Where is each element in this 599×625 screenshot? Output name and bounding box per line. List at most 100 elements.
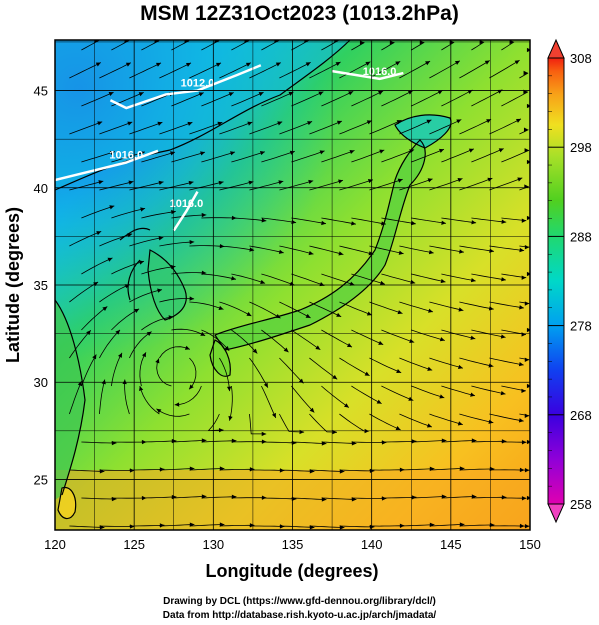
streamline-arrow [226, 386, 232, 392]
streamline-arrow [524, 413, 530, 418]
streamline [231, 273, 266, 284]
streamline [339, 469, 375, 472]
streamline-arrow [526, 271, 530, 277]
streamline [399, 60, 431, 79]
plot-frame [54, 39, 531, 531]
colorbar-tick-label: 268 [570, 408, 592, 423]
streamline [279, 469, 315, 472]
streamline [141, 151, 176, 163]
streamline-arrow [395, 426, 401, 431]
streamline [261, 217, 297, 224]
streamline-arrow [118, 352, 122, 358]
streamline-arrow [456, 119, 462, 124]
streamline-arrow [168, 315, 174, 320]
streamline-arrow [488, 363, 494, 368]
streamline-arrow [307, 121, 313, 126]
streamline [399, 301, 434, 313]
streamline [129, 181, 164, 191]
streamline-arrow [156, 408, 162, 414]
streamline [441, 385, 476, 397]
streamline-arrow [376, 399, 382, 404]
streamline-arrow [108, 92, 114, 97]
streamline [369, 357, 402, 374]
streamline [351, 273, 386, 285]
streamline-arrow [348, 91, 354, 96]
streamline [519, 72, 529, 79]
streamline [249, 525, 285, 527]
streamline [174, 385, 202, 406]
streamline-arrow [102, 306, 108, 311]
streamline [139, 352, 147, 387]
streamline [351, 217, 386, 225]
streamline-arrow [440, 278, 446, 284]
y-tick-label: 45 [34, 84, 48, 99]
streamline [189, 181, 224, 191]
streamline [219, 245, 255, 251]
streamline-arrow [139, 260, 144, 265]
streamline-arrow [139, 151, 145, 156]
streamline [471, 496, 507, 499]
isobar-line [331, 69, 404, 81]
streamline [124, 379, 130, 415]
streamline-arrow [500, 334, 506, 339]
streamline-arrow [457, 421, 463, 426]
streamline-arrow [459, 249, 464, 254]
streamline-arrow [170, 264, 176, 270]
streamline-arrow [140, 207, 146, 212]
streamline-arrow [426, 423, 432, 428]
streamline-arrow [501, 495, 507, 500]
streamline-arrow [426, 119, 432, 124]
streamline-arrow [275, 62, 281, 67]
streamline [81, 441, 117, 444]
streamline-arrow [407, 90, 413, 95]
streamline [369, 119, 402, 135]
streamline [459, 301, 494, 310]
colorbar: 258 268 278 288 298 308 [547, 38, 592, 524]
colorbar-tick-label: 288 [570, 229, 592, 244]
streamline-arrow [248, 180, 254, 185]
streamline [399, 245, 434, 254]
streamline-arrow [428, 250, 434, 255]
x-tick-label: 125 [123, 537, 145, 552]
streamline-arrow [396, 368, 402, 373]
streamline [489, 59, 520, 79]
streamline [231, 91, 264, 107]
land-china-coast [55, 300, 85, 500]
streamline-arrow [470, 392, 476, 397]
streamline [291, 150, 325, 163]
streamline [159, 241, 195, 247]
streamline [188, 357, 197, 390]
streamline-arrow [224, 345, 230, 351]
y-axis-label: Latitude (degrees) [3, 207, 23, 363]
streamline [411, 217, 447, 224]
streamline [381, 42, 395, 51]
streamline [229, 385, 233, 421]
streamline-arrow [389, 40, 395, 45]
streamline [249, 245, 284, 254]
streamline-arrow [139, 386, 144, 391]
streamline-arrow [501, 277, 506, 282]
streamline [471, 89, 503, 107]
streamline [99, 379, 106, 415]
credit-data: Data from http://database.rish.kyoto-u.a… [162, 610, 437, 621]
streamline [141, 40, 160, 51]
streamline-arrow [457, 177, 463, 183]
land-taiwan [58, 487, 76, 519]
streamline-arrow [158, 180, 164, 185]
streamline [411, 41, 425, 51]
streamline-arrow [467, 89, 473, 95]
streamline-arrow [486, 119, 492, 124]
streamline [81, 306, 108, 331]
streamline [231, 217, 267, 222]
streamline-arrow [439, 394, 445, 399]
streamline-arrow [437, 90, 443, 95]
streamline-arrow [514, 60, 520, 65]
streamline [321, 329, 353, 348]
temperature-field: 1016.0 1012.0 1016.0 1016.0 [55, 40, 530, 530]
streamline-arrow [278, 180, 284, 185]
streamline-arrow [321, 220, 326, 226]
streamline [159, 298, 195, 303]
streamline-arrow [518, 362, 524, 367]
map-grid [54, 40, 531, 530]
colorbar-tick-label: 308 [570, 51, 592, 66]
